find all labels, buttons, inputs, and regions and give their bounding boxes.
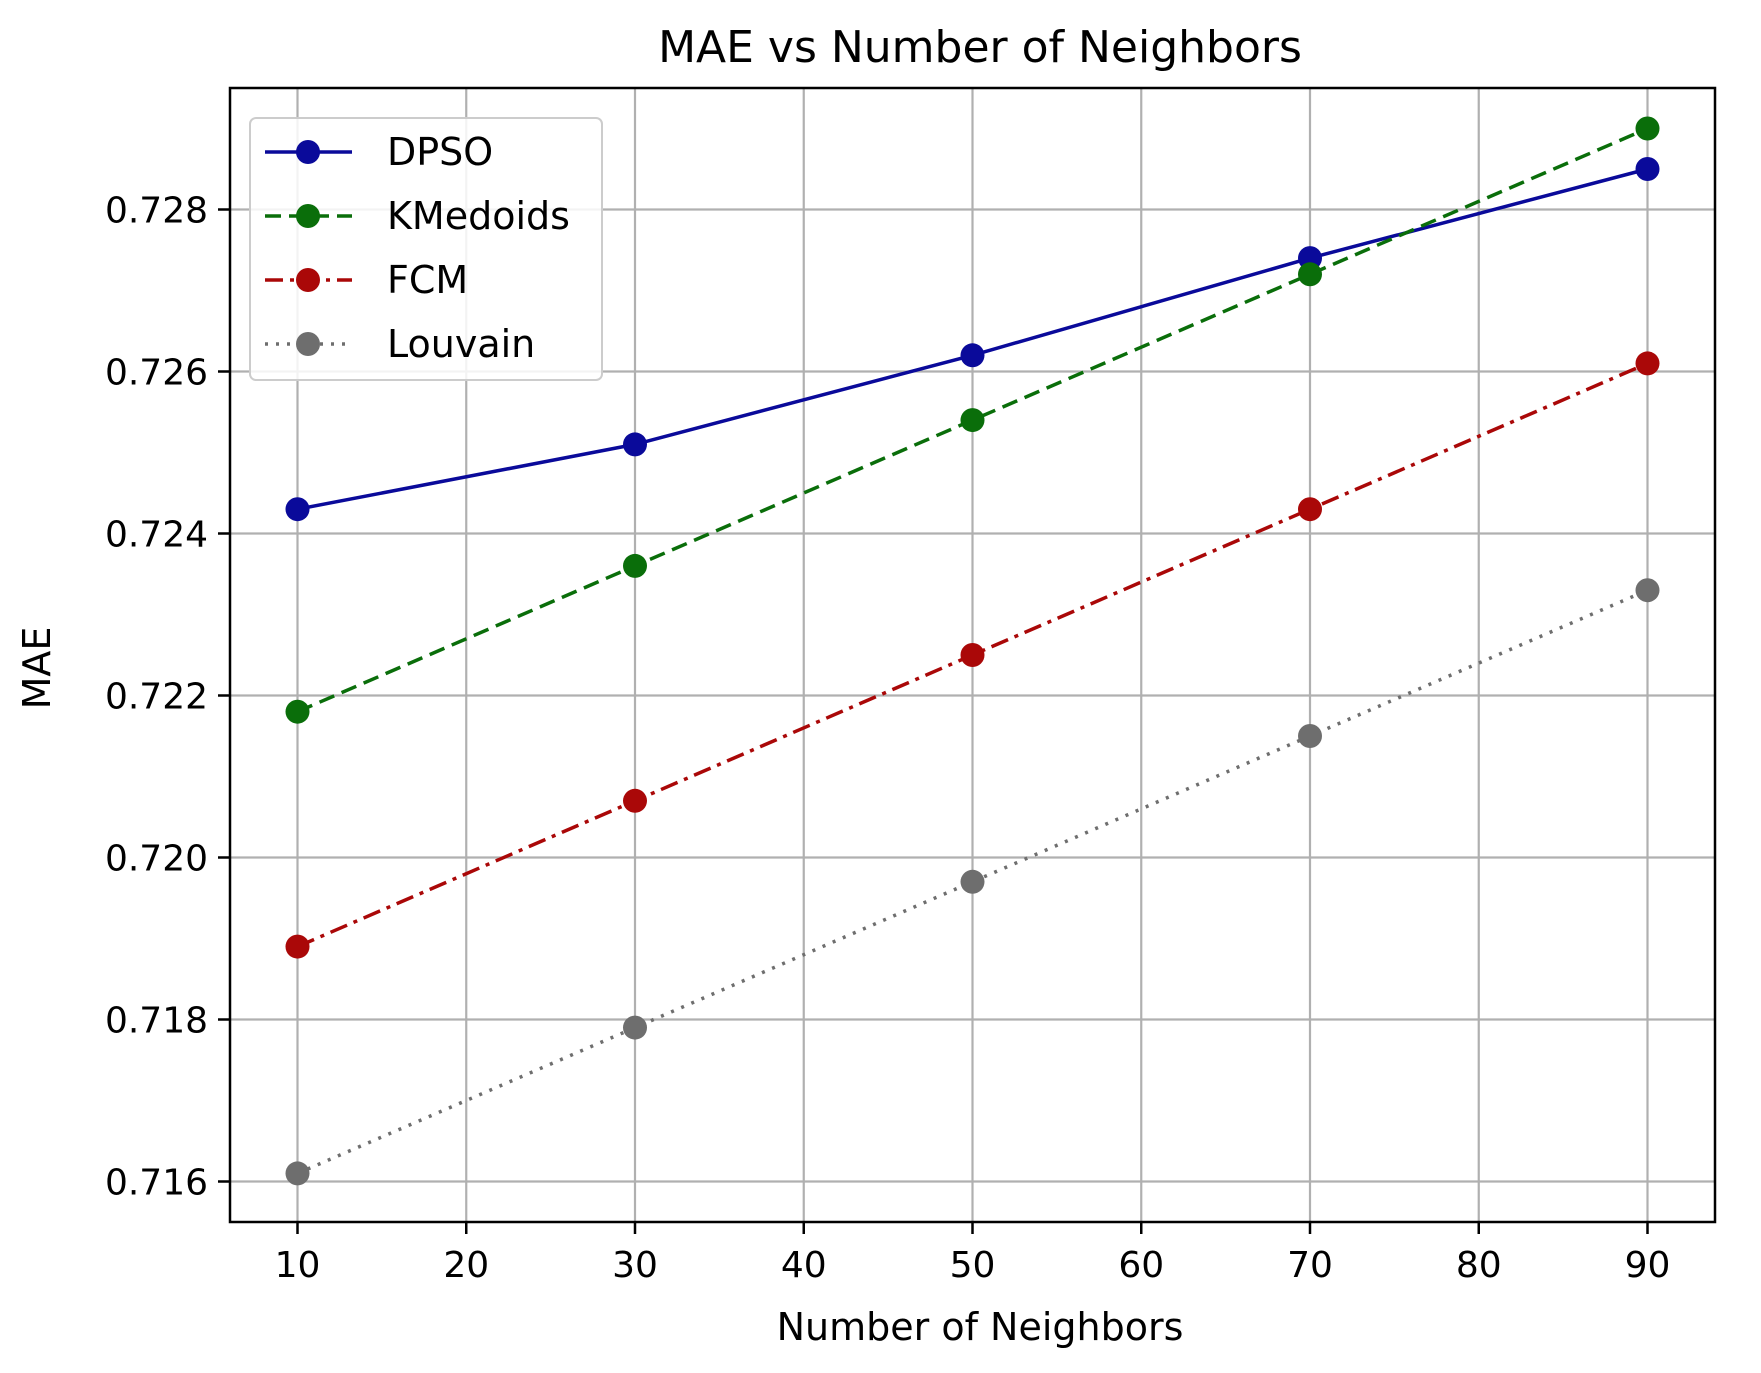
y-tick-label: 0.722: [105, 677, 208, 718]
x-tick-label: 60: [1118, 1245, 1164, 1286]
grid: [230, 88, 1715, 1222]
data-point: [960, 343, 985, 368]
data-point: [285, 497, 310, 522]
legend-box: [249, 117, 603, 381]
series-fcm: [285, 351, 1660, 959]
x-tick-label: 80: [1456, 1245, 1502, 1286]
x-tick-label: 90: [1625, 1245, 1671, 1286]
data-point: [285, 934, 310, 959]
data-point: [960, 408, 985, 433]
y-tick-label: 0.718: [105, 1001, 208, 1042]
series-louvain: [285, 578, 1660, 1186]
legend-label: FCM: [387, 258, 468, 302]
x-axis-label: Number of Neighbors: [777, 1305, 1184, 1349]
legend-label: KMedoids: [387, 194, 570, 238]
y-axis-label: MAE: [15, 627, 59, 710]
chart-title: MAE vs Number of Neighbors: [658, 22, 1302, 73]
data-point: [1298, 497, 1322, 522]
y-tick-label: 0.728: [105, 191, 208, 232]
data-point: [1635, 157, 1660, 181]
data-point: [1635, 116, 1660, 141]
x-tick-label: 10: [275, 1245, 321, 1286]
data-point: [1298, 262, 1322, 287]
data-point: [960, 643, 985, 667]
y-tick-label: 0.720: [105, 839, 208, 880]
x-tick-label: 70: [1287, 1245, 1333, 1286]
axis-ticks: 10 20 30 40 50 60 70 80 90 0.716 0.718 0.720 0.722 0.…: [105, 191, 1670, 1287]
data-point: [623, 788, 647, 813]
x-tick-label: 20: [443, 1245, 489, 1286]
y-tick-label: 0.716: [105, 1163, 208, 1204]
legend-marker: [296, 268, 320, 292]
x-tick-label: 40: [781, 1245, 827, 1286]
data-point: [1635, 351, 1660, 376]
data-point: [623, 432, 647, 457]
legend-marker: [296, 204, 320, 228]
series-layer: [285, 116, 1660, 1186]
data-point: [285, 699, 310, 724]
data-point: [623, 553, 647, 578]
legend-marker: [296, 332, 320, 356]
data-point: [623, 1015, 647, 1040]
legend: DPSO KMedoids FCM Louvain: [249, 117, 603, 381]
y-tick-label: 0.724: [105, 515, 208, 556]
data-point: [285, 1161, 310, 1186]
legend-label: DPSO: [387, 130, 493, 174]
x-tick-label: 50: [950, 1245, 996, 1286]
data-point: [960, 869, 985, 894]
legend-marker: [296, 140, 320, 164]
series-kmedoids: [285, 116, 1660, 724]
data-point: [1298, 724, 1322, 748]
y-tick-label: 0.726: [105, 353, 208, 394]
data-point: [1635, 578, 1660, 603]
x-tick-label: 30: [612, 1245, 658, 1286]
legend-label: Louvain: [387, 322, 535, 366]
